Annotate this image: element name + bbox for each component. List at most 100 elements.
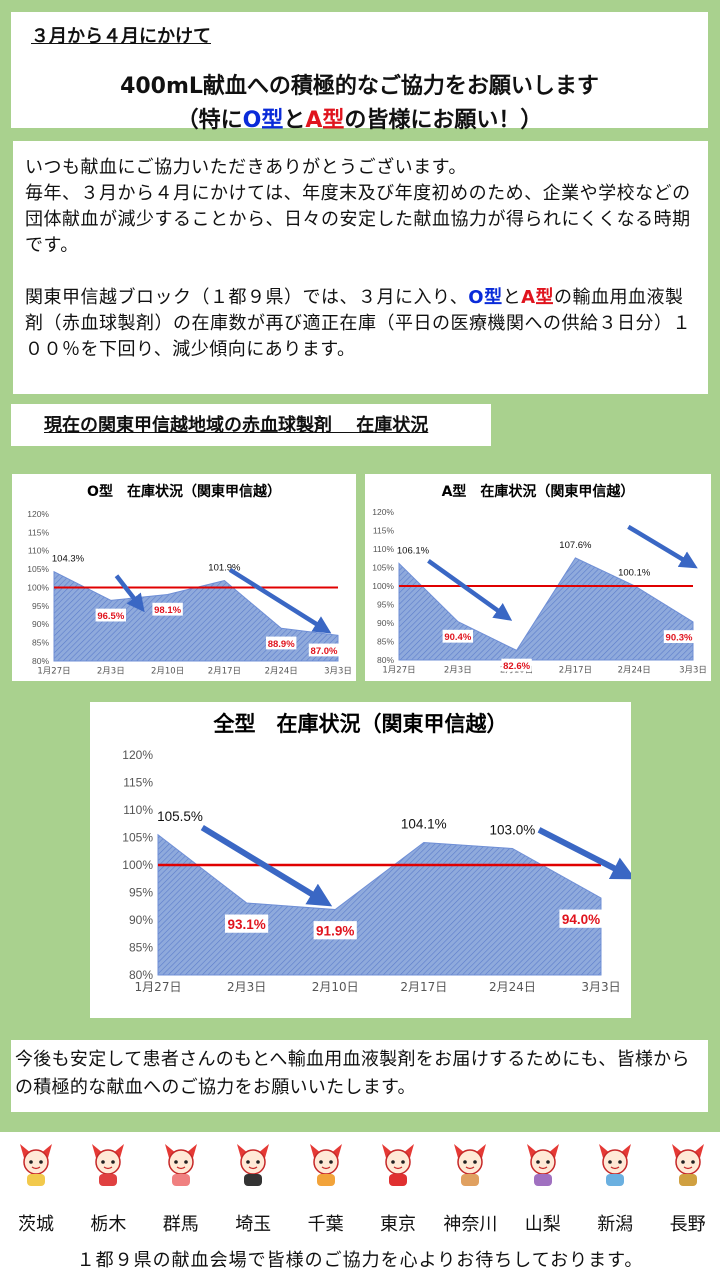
chart-all-types: 全型 在庫状況（関東甲信越） 80% 85% 90% 95% 100% 105% 110% 11… <box>90 702 631 1018</box>
prefecture-5: 千葉 <box>291 1144 361 1236</box>
period-label: ３月から４月にかけて <box>31 26 211 47</box>
y-tick-label: 90% <box>377 618 394 628</box>
x-tick-label: 2月10日 <box>151 667 184 677</box>
tochigi-mascot-icon <box>92 1144 125 1186</box>
prefecture-10: 長野 <box>653 1144 720 1236</box>
type-a-label: A型 <box>305 108 345 133</box>
x-tick-label: 3月3日 <box>679 666 707 676</box>
data-label: 98.1% <box>154 605 181 616</box>
intro-and: と <box>502 287 522 308</box>
footer-note: １都９県の献血会場で皆様のご協力を心よりお待ちしております。 <box>76 1250 644 1271</box>
data-label: 96.5% <box>97 611 124 622</box>
data-label: 101.9% <box>208 563 241 574</box>
footer: 茨城 栃木 群馬 埼玉 千葉 東京 神奈川 山梨 新潟 長 <box>0 1132 720 1280</box>
chart-title: 全型 在庫状況（関東甲信越） <box>213 712 508 736</box>
data-label-bg <box>225 914 269 933</box>
y-tick-label: 100% <box>372 581 394 591</box>
prefecture-name: 栃木 <box>90 1214 127 1235</box>
x-tick-label: 2月10日 <box>312 980 359 994</box>
subtitle-close: の皆様にお願い！） <box>344 108 543 133</box>
page-subtitle: （特にO型とA型の皆様にお願い！） <box>11 102 708 134</box>
y-tick-label: 80% <box>32 656 49 666</box>
data-label: 104.3% <box>52 554 85 565</box>
intro-p2-after: の輸血用血液製剤（赤血球製剤）の在庫数が再び適正在庫（平日の医療機関への供給３日… <box>25 287 691 360</box>
prefecture-8: 山梨 <box>508 1144 578 1236</box>
trend-arrow <box>627 524 698 569</box>
data-label: 82.6% <box>503 661 530 672</box>
chart-title: O型 在庫状況（関東甲信越） <box>87 483 281 500</box>
data-label: 103.0% <box>490 823 536 838</box>
x-tick-label: 1月27日 <box>135 980 182 994</box>
section-title: 現在の関東甲信越地域の赤血球製剤 在庫状況 <box>11 404 491 446</box>
x-tick-label: 2月3日 <box>97 667 125 677</box>
x-tick-label: 2月24日 <box>265 667 298 677</box>
subtitle-and: と <box>283 108 306 133</box>
x-tick-label: 2月3日 <box>444 666 472 676</box>
prefecture-2: 栃木 <box>73 1144 143 1236</box>
intro-p2-before: 関東甲信越ブロック（１都９県）では、３月に入り、 <box>25 287 469 308</box>
ibaraki-mascot-icon <box>20 1144 52 1186</box>
x-tick-label: 2月24日 <box>618 666 651 676</box>
data-label: 105.5% <box>157 809 203 824</box>
data-label: 91.9% <box>316 924 354 939</box>
data-label-bg <box>266 636 297 650</box>
x-tick-label: 3月3日 <box>324 667 352 677</box>
prefecture-9: 新潟 <box>580 1144 650 1236</box>
y-tick-label: 115% <box>28 527 50 537</box>
chiba-mascot-icon <box>309 1144 342 1186</box>
type-o-label: O型 <box>242 108 284 133</box>
prefecture-7: 神奈川 <box>435 1144 505 1236</box>
data-label-bg <box>559 909 603 928</box>
intro-text-box: いつも献血にご協力いただきありがとうございます。 毎年、３月から４月にかけては、… <box>13 141 708 394</box>
trend-arrow <box>427 559 513 621</box>
chart-o-type: O型 在庫状況（関東甲信越） 80% 85% 90% 95% 100% 105% 110% 11… <box>12 474 356 681</box>
data-label: 93.1% <box>227 917 265 932</box>
data-label: 94.0% <box>562 912 600 927</box>
chart-svg: 全型 在庫状況（関東甲信越） 80% 85% 90% 95% 100% 105% 110% 11… <box>122 712 631 994</box>
y-tick-label: 85% <box>377 636 394 646</box>
prefecture-name: 茨城 <box>18 1214 54 1235</box>
chart-svg: O型 在庫状況（関東甲信越） 80% 85% 90% 95% 100% 105% 110% 11… <box>27 483 352 677</box>
tokyo-mascot-icon <box>382 1144 414 1186</box>
x-tick-label: 2月17日 <box>208 667 241 677</box>
x-tick-label: 2月17日 <box>400 980 447 994</box>
prefecture-1: 茨城 <box>1 1144 71 1236</box>
trend-arrow <box>200 825 333 907</box>
prefecture-name: 新潟 <box>597 1214 634 1235</box>
y-tick-label: 120% <box>27 509 49 519</box>
trend-arrow <box>228 567 332 634</box>
nagano-mascot-icon <box>671 1144 704 1186</box>
y-tick-label: 80% <box>377 655 394 665</box>
trend-arrow <box>114 574 145 613</box>
y-tick-label: 105% <box>372 562 394 572</box>
prefecture-name: 群馬 <box>162 1214 199 1235</box>
y-tick-label: 100% <box>122 858 153 872</box>
data-label-bg <box>663 630 695 644</box>
data-label-bg <box>442 629 473 643</box>
area-series <box>157 833 602 976</box>
y-tick-label: 110% <box>123 803 153 817</box>
prefecture-name: 東京 <box>380 1214 416 1235</box>
y-tick-label: 110% <box>28 546 50 556</box>
prefecture-name: 長野 <box>669 1214 706 1235</box>
x-tick-label: 2月3日 <box>227 980 266 994</box>
subtitle-open: （特に <box>176 108 243 133</box>
y-tick-label: 95% <box>129 886 153 900</box>
data-label-bg <box>95 608 126 622</box>
y-tick-label: 100% <box>27 582 49 592</box>
intro-type-a: A型 <box>521 287 555 308</box>
data-label: 100.1% <box>618 568 651 579</box>
data-label: 107.6% <box>559 540 592 551</box>
data-label: 106.1% <box>397 545 430 556</box>
prefecture-name: 山梨 <box>524 1214 561 1235</box>
kanagawa-mascot-icon <box>454 1144 487 1186</box>
y-tick-label: 90% <box>32 619 49 629</box>
x-tick-label: 1月27日 <box>382 666 415 676</box>
y-tick-label: 110% <box>373 544 395 554</box>
y-tick-label: 115% <box>123 776 153 790</box>
y-tick-label: 105% <box>27 564 49 574</box>
y-tick-label: 85% <box>32 638 49 648</box>
data-label-bg <box>152 602 183 616</box>
gunma-mascot-icon <box>164 1144 197 1186</box>
data-label: 87.0% <box>311 646 338 657</box>
